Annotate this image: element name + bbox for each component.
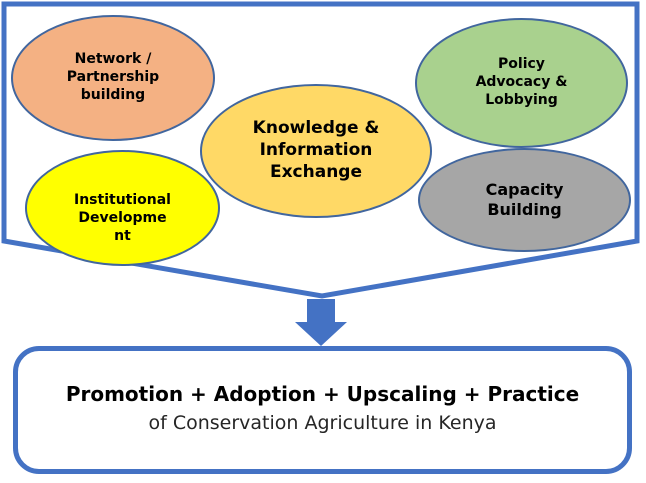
oval-capacity-label: Capacity Building [485, 179, 564, 219]
down-arrow [295, 299, 347, 346]
oval-capacity-building: Capacity Building [418, 148, 631, 252]
oval-network-partnership: Network / Partnership building [11, 15, 215, 141]
result-subtitle: of Conservation Agriculture in Kenya [148, 412, 497, 434]
oval-knowledge-label: Knowledge & Information Exchange [252, 118, 380, 182]
result-box: Promotion + Adoption + Upscaling + Pract… [13, 346, 632, 474]
oval-institutional-label: Institutional Developme nt [74, 192, 171, 244]
oval-policy-label: Policy Advocacy & Lobbying [475, 56, 568, 108]
oval-network-label: Network / Partnership building [66, 51, 160, 103]
oval-policy-advocacy: Policy Advocacy & Lobbying [415, 18, 628, 148]
oval-institutional-development: Institutional Developme nt [25, 150, 220, 266]
oval-knowledge-exchange: Knowledge & Information Exchange [200, 84, 432, 218]
result-title: Promotion + Adoption + Upscaling + Pract… [65, 382, 580, 406]
